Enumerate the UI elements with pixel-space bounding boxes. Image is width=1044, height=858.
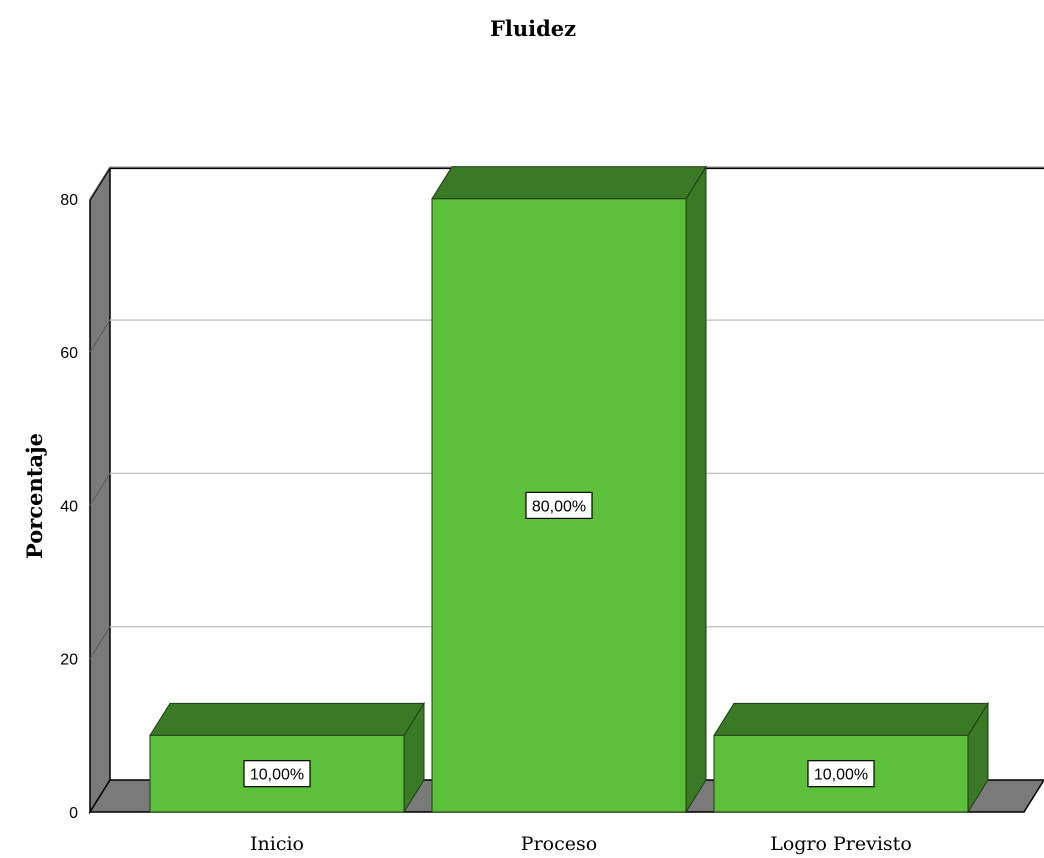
x-category-label: Inicio — [250, 833, 304, 855]
y-tick-label: 20 — [60, 652, 78, 669]
bar-side — [685, 165, 707, 814]
data-label: 10,00% — [814, 767, 868, 784]
chart-title: Fluidez — [490, 16, 576, 41]
data-label-box — [525, 491, 593, 519]
x-axis-categories: Inicio Proceso Logro Previsto — [250, 833, 912, 855]
y-axis-label: Porcentaje — [22, 433, 47, 559]
y-tick-label: 80 — [60, 192, 78, 209]
x-category-label: Logro Previsto — [770, 833, 912, 855]
data-label: 80,00% — [532, 498, 586, 515]
data-label-box — [243, 760, 311, 788]
bars: 10,00% 80,00% 10,00% — [149, 165, 989, 814]
bar-group: 10,00% — [713, 701, 989, 814]
y-tick-label: 60 — [60, 345, 78, 362]
gridline-side — [89, 319, 111, 353]
bar-group: 10,00% — [149, 701, 425, 814]
gridline-side — [89, 473, 111, 506]
y-tick-label: 40 — [60, 498, 78, 515]
bar-group: 80,00% — [431, 165, 707, 814]
data-label-box — [807, 760, 875, 788]
bar-top — [713, 702, 989, 736]
y-axis-ticks: 0 20 40 60 80 — [60, 192, 78, 822]
bar-top — [149, 702, 425, 736]
data-label: 10,00% — [250, 767, 304, 784]
x-category-label: Proceso — [521, 833, 597, 855]
bar-top — [431, 166, 707, 200]
gridline-side — [89, 626, 111, 659]
gridline-side — [89, 166, 111, 200]
y-tick-label: 0 — [69, 805, 78, 822]
